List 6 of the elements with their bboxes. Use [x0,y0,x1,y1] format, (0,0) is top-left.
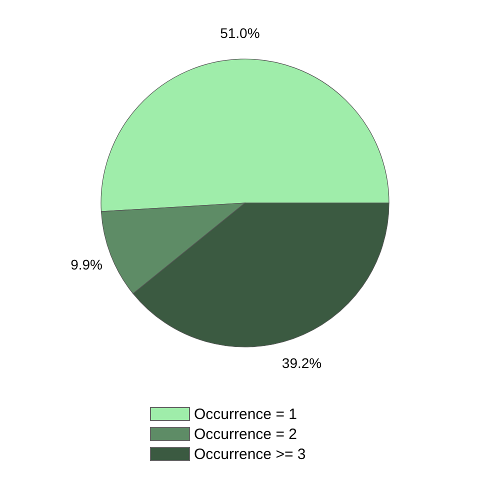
legend-label: Occurrence = 1 [194,406,297,422]
data-label: 51.0% [220,25,260,42]
data-label: 9.9% [70,256,102,273]
legend-label: Occurrence >= 3 [194,446,306,462]
data-label: 39.2% [282,355,322,372]
legend-label: Occurrence = 2 [194,426,297,442]
